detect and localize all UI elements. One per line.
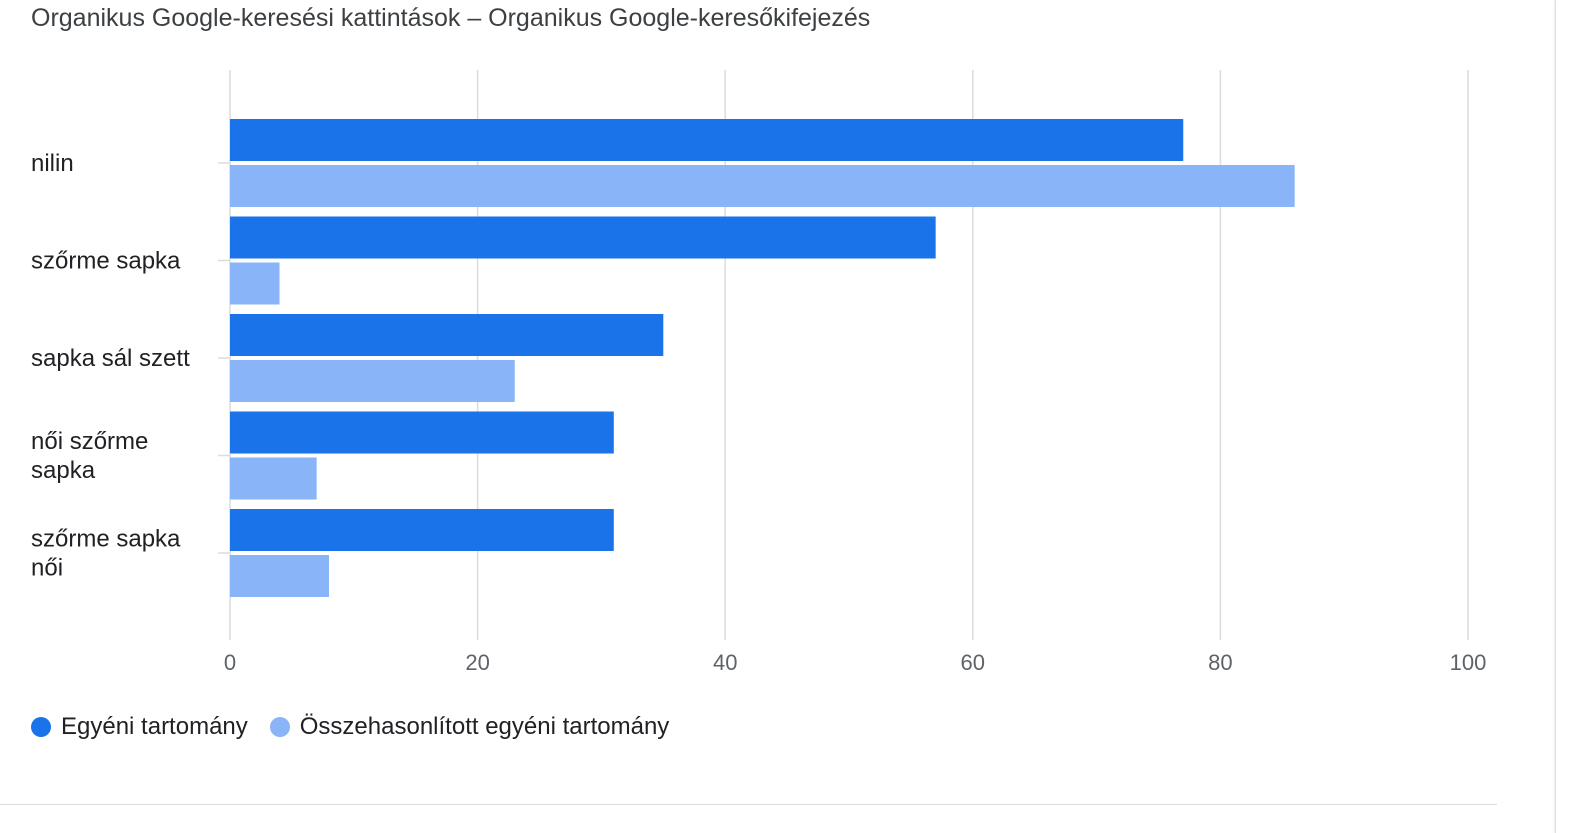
category-label-line: női — [31, 555, 63, 582]
bar-2-4[interactable] — [230, 457, 317, 500]
bar-1-2[interactable] — [230, 216, 936, 259]
window-edge — [1555, 0, 1579, 833]
x-tick-label: 60 — [961, 650, 985, 675]
x-axis-ticks: 0 20 40 60 80 100 — [224, 650, 1486, 675]
category-label: női szőrme sapka — [31, 428, 148, 484]
legend-item-series-1[interactable]: Egyéni tartomány — [31, 713, 248, 741]
category-label: szőrme sapka női — [31, 526, 181, 582]
category-label-line: női szőrme — [31, 428, 148, 455]
category-label-line: sapka — [31, 457, 96, 484]
bottom-divider — [0, 804, 1497, 805]
legend-dot-icon — [31, 717, 51, 737]
x-tick-label: 100 — [1450, 650, 1487, 675]
category-label-line: nilin — [31, 150, 74, 177]
category-labels: nilin szőrme sapka sapka sál szett női szőr… — [31, 150, 190, 582]
x-tick-label: 40 — [713, 650, 737, 675]
bar-2-3[interactable] — [230, 360, 515, 402]
bar-2-1[interactable] — [230, 165, 1295, 207]
x-tick-label: 80 — [1208, 650, 1232, 675]
bar-1-4[interactable] — [230, 411, 614, 454]
legend: Egyéni tartomány Összehasonlított egyéni… — [31, 713, 669, 741]
category-label-line: sapka sál szett — [31, 345, 190, 372]
category-label-line: szőrme sapka — [31, 248, 181, 275]
legend-label: Összehasonlított egyéni tartomány — [299, 713, 670, 740]
category-label: nilin — [31, 150, 74, 177]
bar-1-3[interactable] — [230, 314, 664, 356]
bar-1-5[interactable] — [230, 509, 614, 551]
bars — [230, 119, 1295, 597]
category-label: sapka sál szett — [31, 345, 190, 372]
x-tick-label: 0 — [224, 650, 236, 675]
bar-2-5[interactable] — [230, 555, 330, 597]
legend-item-series-2[interactable]: Összehasonlított egyéni tartomány — [269, 713, 670, 741]
legend-label: Egyéni tartomány — [61, 713, 248, 740]
legend-dot-icon — [269, 717, 290, 737]
category-label: szőrme sapka — [31, 248, 181, 275]
bar-2-2[interactable] — [230, 262, 280, 305]
chart-title: Organikus Google-keresési kattintások – … — [31, 4, 871, 32]
x-tick-label: 20 — [465, 650, 489, 675]
bar-chart: nilin szőrme sapka sapka sál szett női szőr… — [31, 70, 1486, 675]
category-label-line: szőrme sapka — [31, 526, 181, 553]
bar-1-1[interactable] — [230, 119, 1184, 161]
